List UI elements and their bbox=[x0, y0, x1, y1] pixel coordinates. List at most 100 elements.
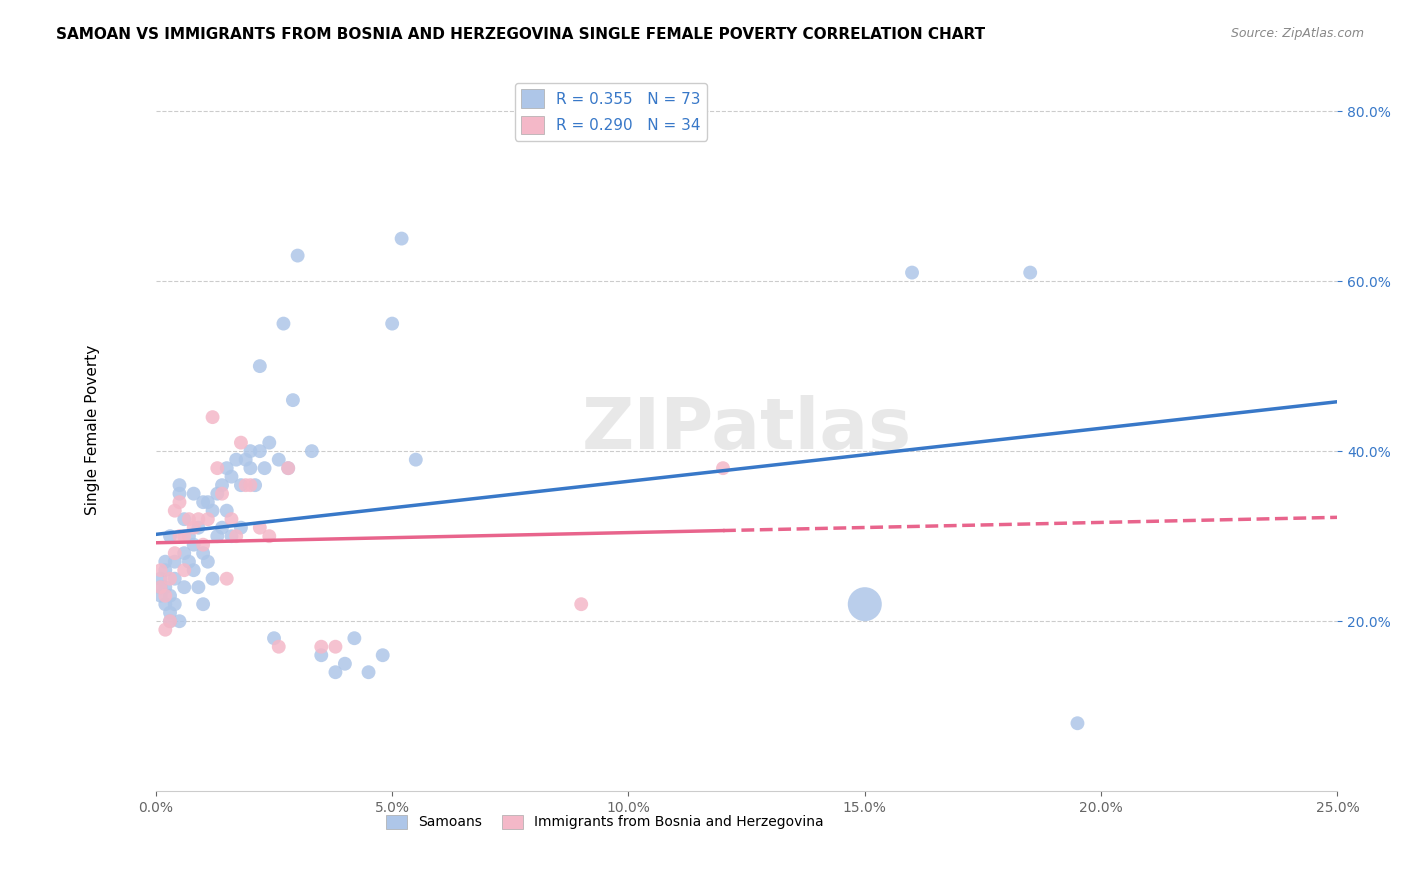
Point bbox=[267, 452, 290, 467]
Point bbox=[173, 546, 195, 560]
Legend: Samoans, Immigrants from Bosnia and Herzegovina: Samoans, Immigrants from Bosnia and Herz… bbox=[380, 809, 830, 835]
Point bbox=[225, 529, 247, 543]
Point bbox=[239, 461, 262, 475]
Point bbox=[311, 648, 333, 663]
Point bbox=[249, 359, 271, 373]
Point bbox=[163, 555, 186, 569]
Point bbox=[901, 266, 924, 280]
Point bbox=[249, 444, 271, 458]
Point bbox=[183, 521, 205, 535]
Point bbox=[159, 589, 181, 603]
Point bbox=[163, 597, 186, 611]
Point bbox=[221, 469, 243, 483]
Point bbox=[239, 478, 262, 492]
Point bbox=[711, 461, 734, 475]
Point bbox=[163, 504, 186, 518]
Point bbox=[169, 614, 191, 628]
Point bbox=[155, 589, 177, 603]
Point bbox=[211, 478, 233, 492]
Point bbox=[259, 529, 281, 543]
Point bbox=[249, 521, 271, 535]
Point bbox=[301, 444, 323, 458]
Point bbox=[243, 478, 266, 492]
Point bbox=[191, 538, 214, 552]
Point bbox=[191, 495, 214, 509]
Y-axis label: Single Female Poverty: Single Female Poverty bbox=[86, 345, 100, 515]
Point bbox=[325, 665, 347, 680]
Point bbox=[173, 580, 195, 594]
Point bbox=[853, 597, 876, 611]
Point bbox=[169, 486, 191, 500]
Point bbox=[207, 461, 229, 475]
Point bbox=[177, 555, 200, 569]
Point bbox=[229, 521, 252, 535]
Point bbox=[177, 512, 200, 526]
Point bbox=[277, 461, 299, 475]
Point bbox=[207, 486, 229, 500]
Point bbox=[405, 452, 427, 467]
Point bbox=[155, 597, 177, 611]
Point bbox=[183, 486, 205, 500]
Point bbox=[391, 231, 413, 245]
Point bbox=[229, 435, 252, 450]
Point bbox=[163, 546, 186, 560]
Point bbox=[229, 478, 252, 492]
Point bbox=[215, 572, 238, 586]
Point bbox=[211, 486, 233, 500]
Point bbox=[325, 640, 347, 654]
Point bbox=[149, 580, 172, 594]
Point bbox=[221, 512, 243, 526]
Point bbox=[225, 452, 247, 467]
Point bbox=[149, 580, 172, 594]
Point bbox=[159, 614, 181, 628]
Point bbox=[215, 504, 238, 518]
Point bbox=[239, 444, 262, 458]
Point bbox=[155, 623, 177, 637]
Point bbox=[357, 665, 380, 680]
Point bbox=[201, 504, 224, 518]
Point bbox=[235, 478, 257, 492]
Point bbox=[187, 580, 209, 594]
Point bbox=[287, 249, 309, 263]
Point bbox=[149, 572, 172, 586]
Point bbox=[277, 461, 299, 475]
Point bbox=[197, 495, 219, 509]
Point bbox=[1019, 266, 1042, 280]
Point bbox=[159, 614, 181, 628]
Point bbox=[159, 529, 181, 543]
Point bbox=[1066, 716, 1088, 731]
Point bbox=[149, 589, 172, 603]
Point bbox=[183, 563, 205, 577]
Point bbox=[173, 512, 195, 526]
Point bbox=[187, 512, 209, 526]
Point bbox=[169, 478, 191, 492]
Point bbox=[177, 529, 200, 543]
Point bbox=[159, 572, 181, 586]
Point bbox=[197, 555, 219, 569]
Point bbox=[155, 580, 177, 594]
Point bbox=[197, 512, 219, 526]
Point bbox=[187, 521, 209, 535]
Point bbox=[569, 597, 592, 611]
Point bbox=[159, 606, 181, 620]
Point bbox=[235, 452, 257, 467]
Point bbox=[155, 563, 177, 577]
Text: ZIPatlas: ZIPatlas bbox=[582, 395, 911, 465]
Point bbox=[281, 393, 304, 408]
Point bbox=[201, 410, 224, 425]
Point bbox=[263, 631, 285, 645]
Point bbox=[333, 657, 356, 671]
Point bbox=[221, 529, 243, 543]
Point bbox=[273, 317, 295, 331]
Point bbox=[183, 538, 205, 552]
Point bbox=[173, 529, 195, 543]
Point bbox=[173, 563, 195, 577]
Point bbox=[191, 597, 214, 611]
Point bbox=[169, 529, 191, 543]
Point bbox=[201, 572, 224, 586]
Point bbox=[211, 521, 233, 535]
Text: Source: ZipAtlas.com: Source: ZipAtlas.com bbox=[1230, 27, 1364, 40]
Point bbox=[149, 563, 172, 577]
Point bbox=[343, 631, 366, 645]
Point bbox=[207, 529, 229, 543]
